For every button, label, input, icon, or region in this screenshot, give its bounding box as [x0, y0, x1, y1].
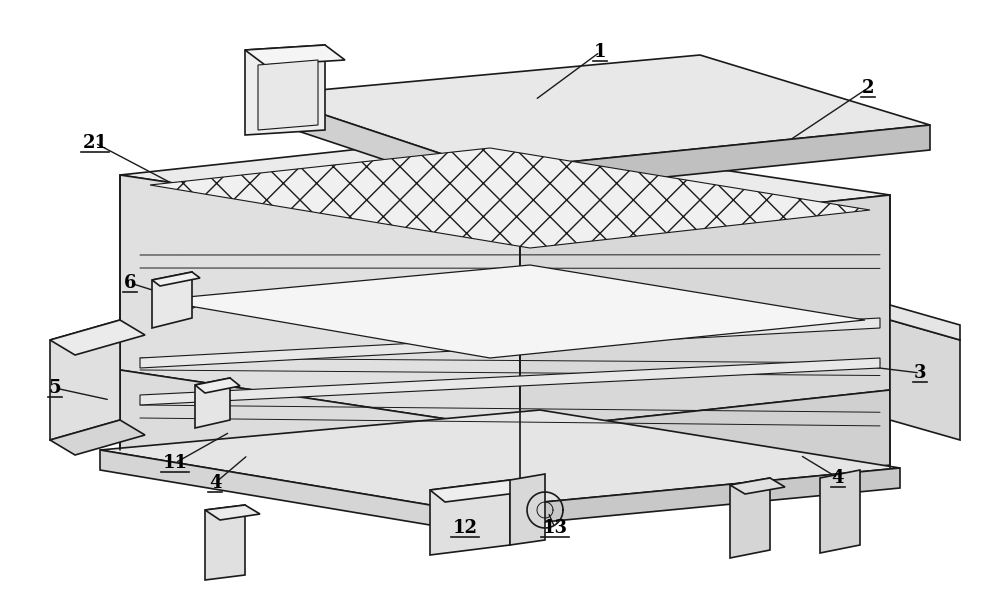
- Polygon shape: [140, 358, 880, 405]
- Polygon shape: [520, 390, 890, 510]
- Polygon shape: [490, 125, 930, 195]
- Polygon shape: [205, 505, 245, 580]
- Text: 13: 13: [542, 519, 568, 537]
- Text: 4: 4: [209, 474, 221, 492]
- Polygon shape: [510, 474, 545, 545]
- Polygon shape: [50, 320, 145, 355]
- Polygon shape: [520, 195, 890, 430]
- Polygon shape: [890, 320, 960, 440]
- Text: 3: 3: [914, 364, 926, 382]
- Polygon shape: [265, 55, 930, 170]
- Polygon shape: [730, 478, 770, 558]
- Polygon shape: [120, 175, 520, 430]
- Polygon shape: [150, 148, 870, 248]
- Polygon shape: [50, 420, 145, 455]
- Polygon shape: [152, 272, 192, 328]
- Text: 1: 1: [594, 43, 606, 61]
- Text: 4: 4: [832, 469, 844, 487]
- Polygon shape: [120, 135, 890, 235]
- Polygon shape: [152, 272, 200, 286]
- Polygon shape: [265, 95, 490, 195]
- Polygon shape: [50, 320, 120, 440]
- Polygon shape: [890, 305, 960, 340]
- Polygon shape: [820, 470, 860, 553]
- Polygon shape: [195, 378, 230, 428]
- Text: 2: 2: [862, 79, 874, 97]
- Polygon shape: [205, 505, 260, 520]
- Polygon shape: [195, 378, 240, 393]
- Polygon shape: [120, 370, 520, 510]
- Polygon shape: [730, 478, 785, 494]
- Text: 11: 11: [162, 454, 188, 472]
- Polygon shape: [155, 265, 865, 358]
- Text: 12: 12: [452, 519, 478, 537]
- Polygon shape: [245, 45, 325, 135]
- Polygon shape: [430, 480, 510, 555]
- Polygon shape: [100, 450, 460, 530]
- Polygon shape: [460, 468, 900, 530]
- Polygon shape: [258, 60, 318, 130]
- Text: 21: 21: [82, 134, 108, 152]
- Polygon shape: [100, 410, 900, 510]
- Polygon shape: [245, 45, 345, 65]
- Polygon shape: [140, 318, 880, 368]
- Text: 5: 5: [49, 379, 61, 397]
- Polygon shape: [430, 480, 525, 502]
- Text: 6: 6: [124, 274, 136, 292]
